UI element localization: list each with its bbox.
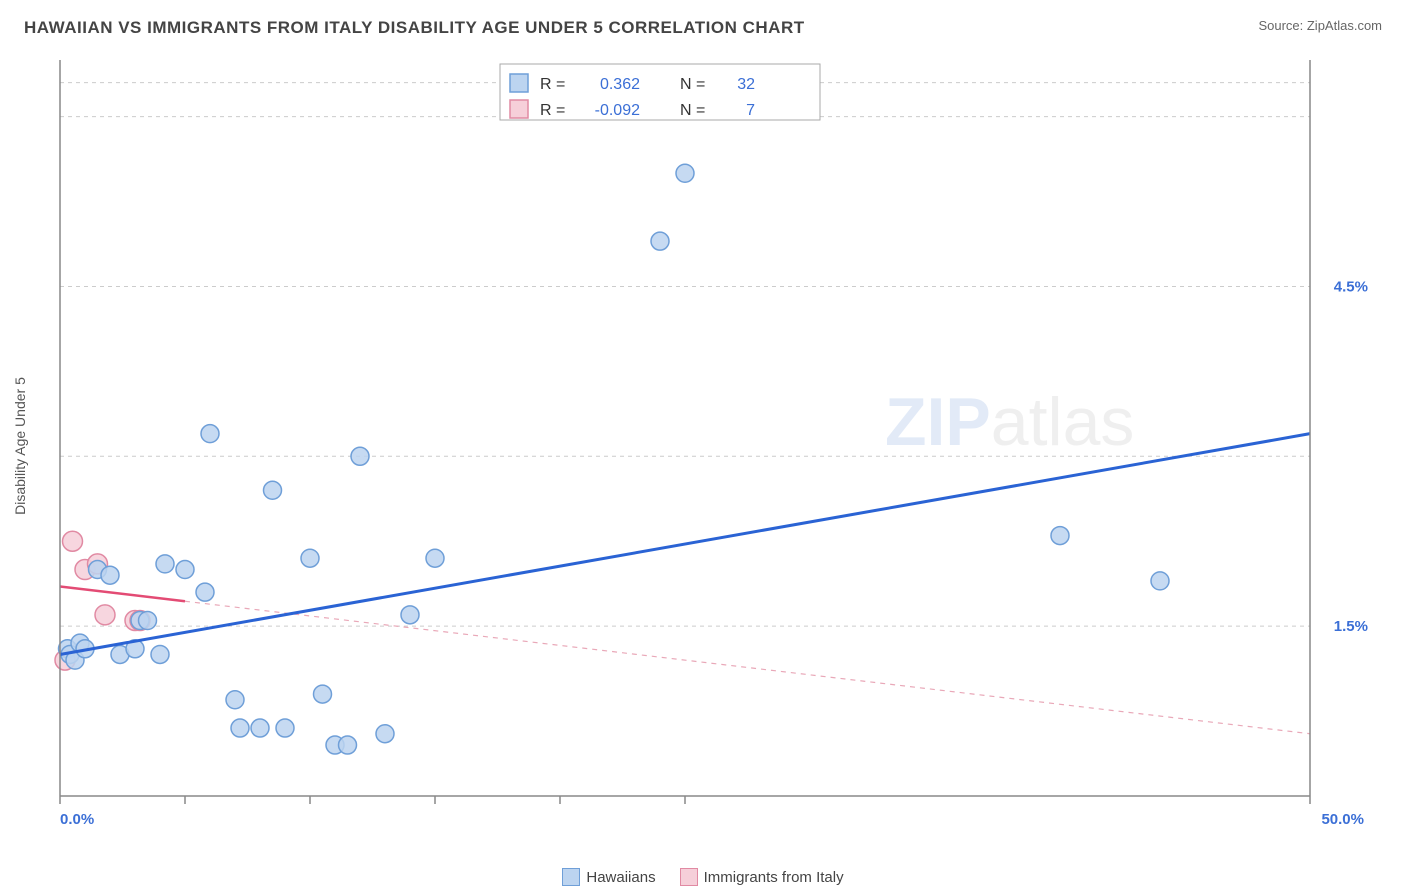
legend-label: Hawaiians [586,869,655,886]
svg-text:4.5%: 4.5% [1334,278,1368,295]
svg-text:1.5%: 1.5% [1334,618,1368,635]
svg-text:N =: N = [680,76,705,93]
legend-label: Immigrants from Italy [704,869,844,886]
svg-text:N =: N = [680,102,705,119]
scatter-plot: ZIPatlas 0.0% 50.0% 1.5% 4.5% R = 0.362 N = 32 R … [50,56,1380,836]
svg-text:32: 32 [737,76,755,93]
swatch-icon [562,868,580,886]
header: HAWAIIAN VS IMMIGRANTS FROM ITALY DISABI… [0,0,1406,46]
svg-text:R =: R = [540,76,565,93]
legend-item-italy: Immigrants from Italy [680,868,844,886]
svg-text:50.0%: 50.0% [1321,811,1364,828]
chart-title: HAWAIIAN VS IMMIGRANTS FROM ITALY DISABI… [24,18,805,38]
y-axis-label: Disability Age Under 5 [12,377,28,515]
swatch-icon [680,868,698,886]
legend-item-hawaiians: Hawaiians [562,868,655,886]
source-attribution: Source: ZipAtlas.com [1258,18,1382,33]
svg-text:0.362: 0.362 [600,76,640,93]
svg-text:R =: R = [540,102,565,119]
svg-text:-0.092: -0.092 [595,102,640,119]
svg-text:7: 7 [746,102,755,119]
bottom-legend: Hawaiians Immigrants from Italy [0,868,1406,886]
svg-text:0.0%: 0.0% [60,811,94,828]
svg-text:ZIPatlas: ZIPatlas [885,384,1134,460]
chart-container: Disability Age Under 5 ZIPatlas0.0%50.0%… [50,56,1380,836]
